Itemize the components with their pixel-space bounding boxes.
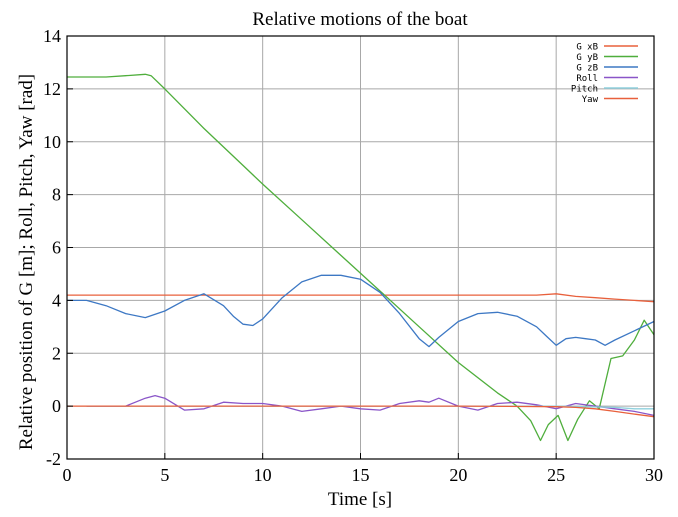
y-tick-label: 6 — [52, 238, 61, 258]
legend-label-pitch: Pitch — [571, 85, 598, 95]
y-tick-label: 2 — [52, 343, 61, 363]
y-tick-label: 12 — [43, 79, 61, 99]
x-tick-label: 0 — [63, 465, 72, 485]
series-line-g-yb — [67, 73, 655, 442]
y-tick-label: 0 — [52, 396, 61, 416]
x-axis-label: Time [s] — [328, 489, 392, 510]
x-tick-label: 5 — [160, 465, 169, 485]
legend-label-g-yb: G yB — [576, 53, 598, 63]
y-axis-label: Relative position of G [m]; Roll, Pitch,… — [16, 74, 37, 450]
legend-label-yaw: Yaw — [582, 95, 599, 105]
y-tick-label: -2 — [46, 449, 61, 469]
x-tick-label: 15 — [352, 465, 370, 485]
series-line-g-zb — [67, 274, 655, 348]
x-tick-label: 25 — [547, 465, 565, 485]
y-tick-label: 4 — [52, 290, 61, 310]
series-line-yaw — [67, 405, 655, 418]
y-tick-label: 14 — [43, 26, 61, 46]
series-line-g-xb — [67, 293, 655, 303]
series-line-roll — [86, 394, 655, 417]
chart-title: Relative motions of the boat — [252, 9, 468, 30]
x-tick-label: 10 — [254, 465, 272, 485]
x-tick-label: 20 — [449, 465, 467, 485]
series-layer — [67, 73, 655, 442]
legend-label-roll: Roll — [576, 74, 598, 84]
y-tick-label: 8 — [52, 185, 61, 205]
legend-label-g-zb: G zB — [576, 64, 598, 74]
x-tick-label: 30 — [645, 465, 663, 485]
legend-label-g-xb: G xB — [576, 43, 598, 53]
y-tick-label: 10 — [43, 132, 61, 152]
